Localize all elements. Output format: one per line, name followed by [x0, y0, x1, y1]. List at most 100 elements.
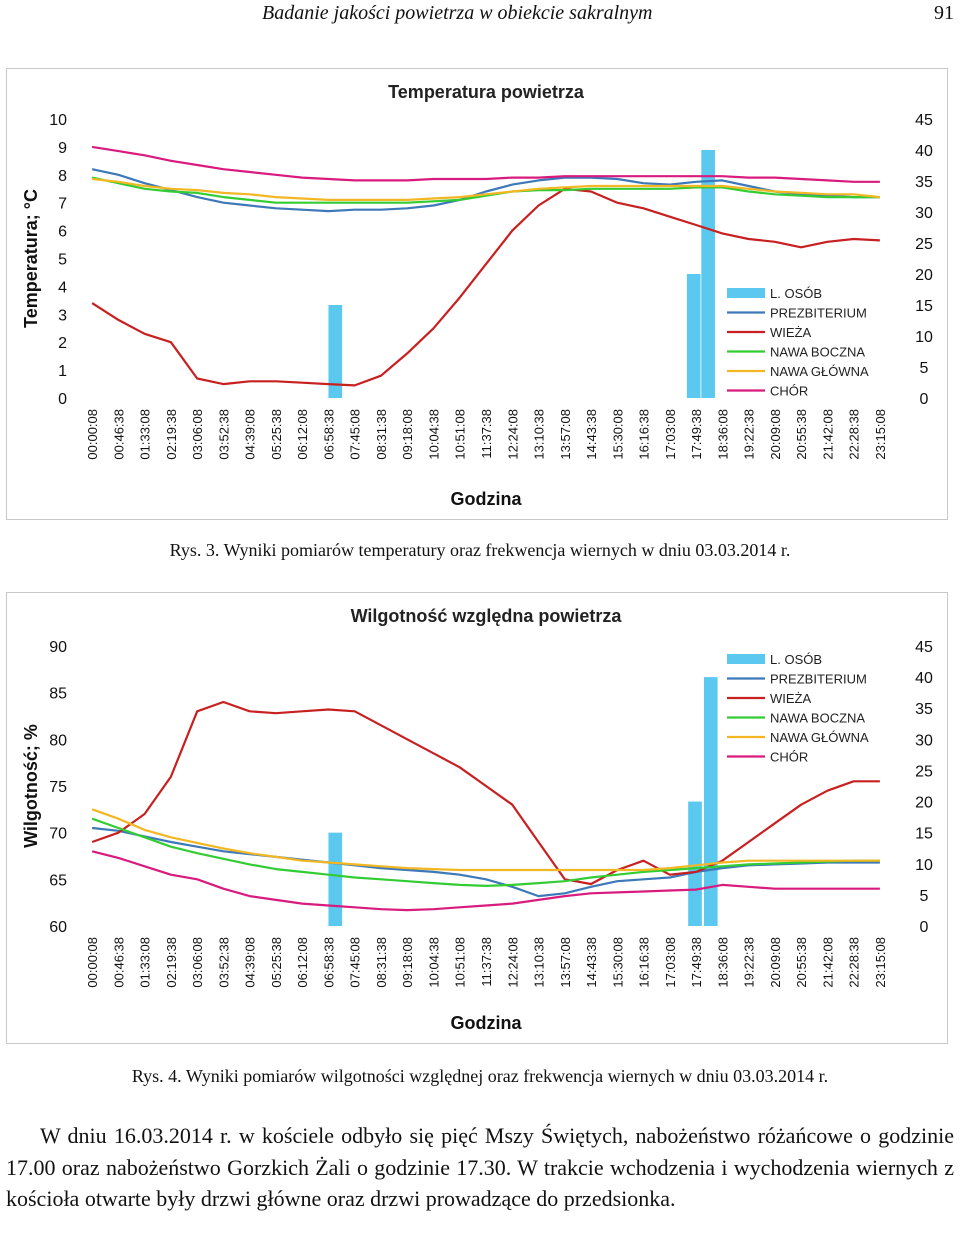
y-tick-label: 80	[49, 732, 67, 749]
x-tick-label: 00:46:38	[111, 409, 126, 460]
y2-tick-label: 35	[915, 174, 933, 191]
y-axis-label: Wilgotność; %	[21, 724, 41, 848]
x-tick-label: 04:39:08	[243, 937, 258, 988]
legend-label-nawa-boczna: NAWA BOCZNA	[770, 711, 865, 726]
x-tick-label: 17:49:38	[689, 409, 704, 460]
x-tick-label: 12:24:08	[505, 409, 520, 460]
attendance-bar	[328, 305, 343, 398]
y-tick-label: 7	[58, 196, 67, 213]
x-tick-label: 15:30:08	[610, 409, 625, 460]
x-tick-label: 12:24:08	[505, 937, 520, 988]
series-line-nawa-boczna	[91, 817, 880, 887]
y-tick-label: 0	[58, 391, 67, 408]
x-tick-label: 05:25:38	[269, 937, 284, 988]
y2-tick-label: 15	[915, 826, 933, 843]
legend-label-chor: CHÓR	[770, 384, 808, 399]
legend-label-nawa-glowna: NAWA GŁÓWNA	[770, 364, 869, 379]
legend-label-prezbiterium: PREZBITERIUM	[770, 672, 867, 687]
legend-swatch-l-osob	[727, 654, 765, 664]
x-tick-label: 23:15:08	[873, 409, 888, 460]
y-tick-label: 5	[58, 252, 67, 269]
page-number: 91	[934, 2, 954, 24]
x-tick-label: 03:52:38	[216, 409, 231, 460]
x-tick-label: 20:09:08	[768, 409, 783, 460]
y2-tick-label: 40	[915, 143, 933, 160]
x-tick-label: 00:00:08	[85, 937, 100, 988]
y2-tick-label: 25	[915, 236, 933, 253]
x-tick-label: 10:04:38	[426, 937, 441, 988]
x-tick-label: 08:31:38	[374, 409, 389, 460]
x-tick-label: 10:51:08	[453, 937, 468, 988]
y2-tick-label: 20	[915, 795, 933, 812]
series-line-wieza	[91, 187, 880, 387]
y2-tick-label: 30	[915, 205, 933, 222]
y-tick-label: 9	[58, 140, 67, 157]
x-tick-label: 21:42:08	[820, 937, 835, 988]
x-tick-label: 11:37:38	[479, 409, 494, 459]
y-tick-label: 6	[58, 224, 67, 241]
x-tick-label: 02:19:38	[164, 937, 179, 988]
x-tick-label: 06:58:38	[321, 937, 336, 988]
x-tick-label: 19:22:38	[742, 409, 757, 460]
legend-label-nawa-boczna: NAWA BOCZNA	[770, 345, 865, 360]
y2-tick-label: 10	[915, 857, 933, 874]
series-line-nawa-glowna	[91, 177, 881, 201]
series-line-chor	[91, 145, 880, 183]
y-tick-label: 85	[49, 686, 67, 703]
x-tick-label: 02:19:38	[164, 409, 179, 460]
x-tick-label: 18:36:08	[715, 937, 730, 988]
series-line-prezbiterium	[91, 168, 880, 213]
y2-tick-label: 15	[915, 298, 933, 315]
x-tick-label: 15:30:08	[610, 937, 625, 988]
x-tick-label: 01:33:08	[138, 409, 153, 460]
x-tick-label: 17:03:08	[663, 937, 678, 988]
x-tick-label: 09:18:08	[400, 937, 415, 988]
y2-tick-label: 20	[915, 267, 933, 284]
x-axis-label: Godzina	[451, 489, 523, 509]
x-tick-label: 01:33:08	[138, 937, 153, 988]
x-tick-label: 17:49:38	[689, 937, 704, 988]
humidity-chart: Wilgotność względna powietrza 60 65 70 75 80 8…	[6, 592, 948, 1044]
x-tick-label: 04:39:08	[243, 409, 258, 460]
series-line-chor	[91, 850, 880, 912]
x-tick-label: 11:37:38	[479, 937, 494, 987]
y2-tick-label: 5	[920, 888, 929, 905]
series-line-nawa-glowna	[91, 808, 880, 872]
legend-label-wieza: WIEŻA	[770, 691, 811, 706]
temperature-chart: Temperatura powietrza 0 1 2 3 4 5 6 7 8 9 10 0 5 10 15 2…	[6, 68, 948, 520]
x-tick-label: 14:43:38	[584, 937, 599, 988]
x-tick-label: 21:42:08	[820, 409, 835, 460]
attendance-bar	[688, 801, 702, 926]
y-tick-label: 3	[58, 307, 67, 324]
x-tick-label: 16:16:38	[637, 409, 652, 460]
y2-tick-label: 5	[920, 360, 929, 377]
y-tick-label: 1	[58, 363, 67, 380]
attendance-bar	[686, 274, 701, 398]
y-tick-label: 10	[49, 112, 67, 129]
x-tick-label: 14:43:38	[584, 409, 599, 460]
series-line-wieza	[91, 700, 880, 886]
x-tick-label: 06:12:08	[295, 937, 310, 988]
y2-tick-label: 45	[915, 112, 933, 129]
x-tick-label: 10:04:38	[426, 409, 441, 460]
legend-swatch-l-osob	[727, 288, 765, 298]
attendance-bar	[328, 832, 343, 926]
y-tick-label: 75	[49, 779, 67, 796]
y2-tick-label: 35	[915, 701, 933, 718]
legend-label-prezbiterium: PREZBITERIUM	[770, 306, 867, 321]
y-tick-label: 60	[49, 919, 67, 936]
figure-4-caption: Rys. 4. Wyniki pomiarów wilgotności wzgl…	[131, 1066, 829, 1086]
legend-label-wieza: WIEŻA	[770, 325, 811, 340]
x-tick-label: 22:28:38	[847, 937, 862, 988]
x-tick-label: 17:03:08	[663, 409, 678, 460]
attendance-bar	[701, 150, 715, 398]
y2-tick-label: 0	[920, 391, 929, 408]
y-tick-label: 70	[49, 826, 67, 843]
x-tick-label: 23:15:08	[873, 937, 888, 988]
x-tick-label: 22:28:38	[847, 409, 862, 460]
y2-tick-label: 10	[915, 329, 933, 346]
y2-tick-label: 45	[915, 639, 933, 656]
x-tick-label: 13:10:38	[532, 409, 547, 460]
x-tick-label: 13:57:08	[558, 937, 573, 988]
x-tick-label: 18:36:08	[715, 409, 730, 460]
